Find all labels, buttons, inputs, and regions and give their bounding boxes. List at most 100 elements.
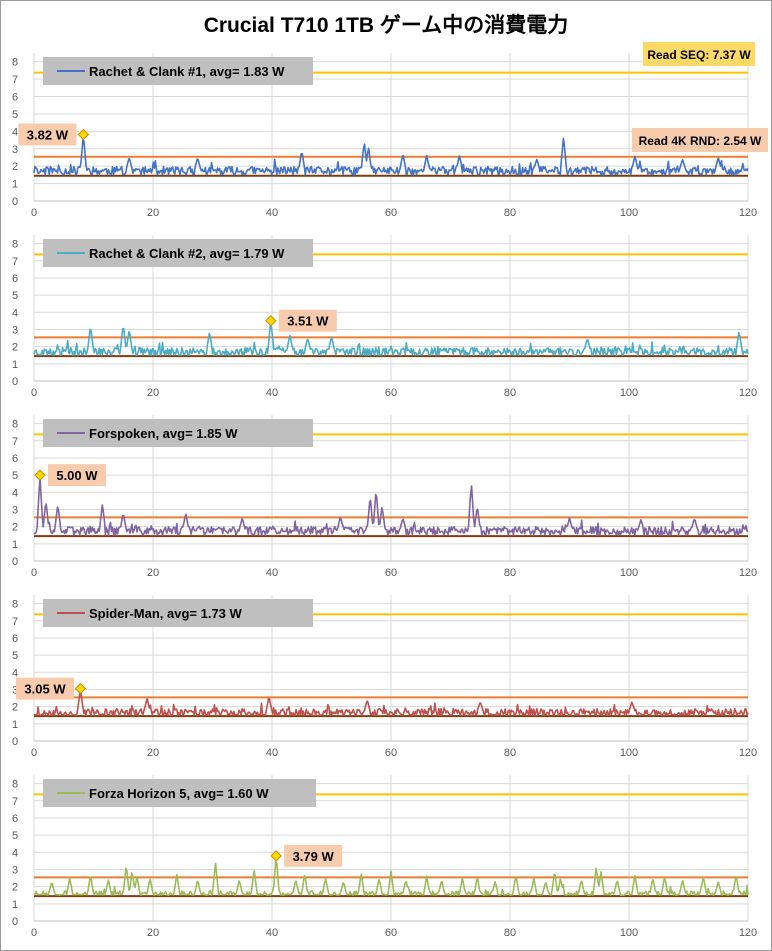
legend-box: [43, 239, 313, 267]
y-tick-label: 6: [12, 813, 18, 825]
y-tick-label: 8: [12, 57, 18, 69]
peak-marker: [270, 850, 282, 862]
x-tick-label: 0: [31, 567, 37, 579]
power-series-line: [33, 691, 749, 717]
x-tick-label: 40: [266, 207, 278, 219]
y-tick-label: 1: [12, 719, 18, 731]
x-tick-label: 20: [147, 927, 159, 939]
x-tick-label: 20: [147, 387, 159, 399]
x-tick-label: 80: [504, 747, 516, 759]
y-tick-label: 2: [12, 702, 18, 714]
y-tick-label: 3: [12, 504, 18, 516]
read-4k-label: Read 4K RND: 2.54 W: [639, 134, 762, 148]
power-series-line: [33, 860, 749, 897]
chart-title: Crucial T710 1TB ゲーム中の消費電力: [203, 14, 569, 37]
x-tick-label: 100: [620, 927, 638, 939]
y-tick-label: 7: [12, 616, 18, 628]
x-tick-label: 100: [620, 207, 638, 219]
y-tick-label: 7: [12, 74, 18, 86]
y-tick-label: 8: [12, 599, 18, 611]
legend-label: Rachet & Clank #2, avg= 1.79 W: [89, 246, 285, 261]
x-tick-label: 0: [31, 927, 37, 939]
x-tick-label: 120: [739, 387, 757, 399]
chart-panel: 0 20 40 60 80 100 120 0 1 2 3 4 5 6 7 8 3.05 W Spider-Man…: [12, 595, 757, 759]
peak-label-box: [18, 123, 77, 146]
x-tick-label: 120: [739, 567, 757, 579]
legend-label: Spider-Man, avg= 1.73 W: [89, 606, 243, 621]
y-tick-label: 1: [12, 359, 18, 371]
x-tick-label: 80: [504, 207, 516, 219]
peak-marker: [265, 315, 277, 327]
x-tick-label: 20: [147, 747, 159, 759]
peak-label-box: [278, 309, 337, 332]
x-tick-label: 0: [31, 387, 37, 399]
x-tick-label: 60: [385, 747, 397, 759]
y-tick-label: 3: [12, 144, 18, 156]
x-tick-label: 60: [385, 567, 397, 579]
read-seq-label-box: [643, 42, 755, 66]
y-tick-label: 0: [12, 196, 18, 208]
x-tick-label: 60: [385, 927, 397, 939]
x-tick-label: 100: [620, 387, 638, 399]
x-tick-label: 100: [620, 747, 638, 759]
y-tick-label: 8: [12, 239, 18, 251]
read-4k-label-box: [632, 128, 768, 152]
legend-box: [43, 779, 316, 807]
y-tick-label: 6: [12, 92, 18, 104]
y-tick-label: 0: [12, 916, 18, 928]
x-tick-label: 80: [504, 567, 516, 579]
x-tick-label: 0: [31, 747, 37, 759]
peak-label-box: [284, 844, 343, 867]
legend-label: Forspoken, avg= 1.85 W: [89, 426, 238, 441]
y-tick-label: 4: [12, 847, 18, 859]
x-tick-label: 20: [147, 207, 159, 219]
y-tick-label: 3: [12, 324, 18, 336]
y-tick-label: 7: [12, 256, 18, 268]
legend-box: [43, 57, 313, 85]
x-tick-label: 20: [147, 567, 159, 579]
y-tick-label: 8: [12, 419, 18, 431]
peak-label-box: [47, 464, 106, 487]
x-tick-label: 80: [504, 387, 516, 399]
y-tick-label: 1: [12, 539, 18, 551]
peak-label: 3.79 W: [293, 849, 335, 864]
peak-marker: [34, 469, 46, 481]
y-tick-label: 1: [12, 179, 18, 191]
power-series-line: [33, 137, 749, 176]
y-tick-label: 5: [12, 830, 18, 842]
y-tick-label: 6: [12, 273, 18, 285]
x-tick-label: 60: [385, 207, 397, 219]
y-tick-label: 3: [12, 684, 18, 696]
x-tick-label: 60: [385, 387, 397, 399]
chart-panel: 0 20 40 60 80 100 120 0 1 2 3 4 5 6 7 8 3.79 W Forza Hori…: [12, 775, 757, 939]
y-tick-label: 2: [12, 161, 18, 173]
y-tick-label: 4: [12, 667, 18, 679]
y-tick-label: 8: [12, 779, 18, 791]
peak-marker: [77, 128, 90, 141]
x-tick-label: 120: [739, 927, 757, 939]
chart-panel: 0 20 40 60 80 100 120 0 1 2 3 4 5 6 7 8 3.51 W Rachet & C…: [12, 235, 757, 399]
power-series-line: [33, 321, 749, 357]
x-tick-label: 100: [620, 567, 638, 579]
y-tick-label: 0: [12, 556, 18, 568]
x-tick-label: 0: [31, 207, 37, 219]
legend-box: [43, 599, 313, 627]
chart-panel: 0 20 40 60 80 100 120 0 1 2 3 4 5 6 7 8 5.00 W Forspoken,…: [12, 415, 757, 579]
read-seq-label: Read SEQ: 7.37 W: [647, 48, 751, 62]
y-tick-label: 4: [12, 126, 18, 138]
y-tick-label: 6: [12, 453, 18, 465]
x-tick-label: 80: [504, 927, 516, 939]
y-tick-label: 2: [12, 522, 18, 534]
peak-marker: [74, 682, 87, 695]
peak-label: 3.05 W: [24, 682, 66, 697]
y-tick-label: 5: [12, 290, 18, 302]
peak-label-box: [16, 677, 74, 700]
legend-label: Forza Horizon 5, avg= 1.60 W: [89, 786, 269, 801]
peak-label: 5.00 W: [56, 468, 98, 483]
x-tick-label: 40: [266, 927, 278, 939]
x-tick-label: 40: [266, 387, 278, 399]
peak-label: 3.82 W: [27, 127, 69, 142]
y-tick-label: 0: [12, 736, 18, 748]
legend-box: [43, 419, 313, 447]
y-tick-label: 5: [12, 470, 18, 482]
